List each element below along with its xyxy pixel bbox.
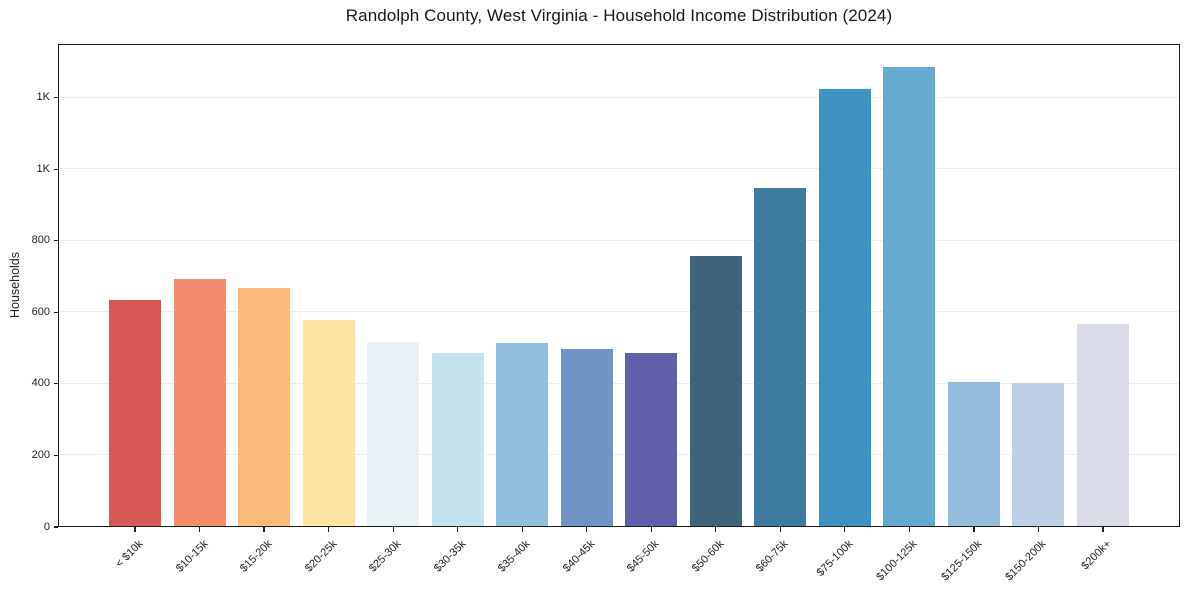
bar — [238, 288, 291, 527]
x-tick-mark — [1037, 527, 1040, 532]
x-tick-label: $45-50k — [625, 538, 662, 575]
bar — [367, 341, 420, 527]
x-tick-label: $200k+ — [1079, 538, 1114, 573]
x-tick-label: $35-40k — [496, 538, 533, 575]
x-tick-mark — [586, 527, 588, 532]
x-tick-mark — [328, 527, 330, 532]
gridline — [58, 96, 1180, 98]
x-tick-mark — [198, 527, 201, 532]
bar — [883, 66, 936, 527]
bar — [625, 353, 678, 527]
plot-area — [58, 44, 1180, 527]
x-tick-label: $15-20k — [237, 538, 275, 575]
x-tick-mark — [521, 527, 523, 532]
gridline — [58, 311, 1180, 313]
x-tick-mark — [134, 527, 136, 532]
x-tick-label: $100-125k — [874, 538, 920, 584]
bar — [560, 348, 613, 527]
y-axis-title: Households — [8, 251, 22, 319]
bar — [947, 381, 1000, 527]
x-tick-mark — [650, 527, 652, 532]
x-tick-mark — [908, 527, 910, 532]
y-tick-label: 800 — [31, 234, 50, 247]
x-tick-label: $125-150k — [939, 538, 985, 584]
bar — [689, 255, 742, 527]
chart-title: Randolph County, West Virginia - Househo… — [345, 6, 893, 25]
y-tick-label: 1K — [36, 162, 50, 175]
x-tick-mark — [779, 527, 781, 532]
bar — [754, 187, 807, 527]
x-tick-mark — [263, 527, 265, 532]
x-tick-mark — [715, 527, 717, 532]
y-tick-label: 0 — [43, 520, 50, 533]
x-tick-label: $150-200k — [1003, 538, 1049, 584]
bar — [431, 353, 484, 527]
x-tick-label: $10-15k — [173, 538, 211, 575]
gridline — [58, 239, 1180, 241]
x-tick-mark — [844, 527, 846, 532]
x-tick-label: $60-75k — [754, 538, 791, 575]
y-tick-label: 1K — [36, 91, 50, 104]
gridline — [58, 382, 1180, 384]
bar — [173, 278, 226, 527]
x-tick-label: $30-35k — [431, 538, 469, 575]
x-tick-label: $75-100k — [814, 538, 856, 579]
x-tick-mark — [392, 527, 394, 532]
x-tick-label: $40-45k — [560, 538, 598, 575]
x-tick-mark — [1102, 527, 1104, 532]
bar — [496, 343, 549, 527]
x-tick-label: $20-25k — [302, 538, 340, 575]
x-tick-label: $50-60k — [689, 538, 727, 575]
bar — [1077, 323, 1129, 527]
y-tick-label: 200 — [31, 448, 50, 461]
gridline — [58, 168, 1180, 170]
bar — [302, 319, 355, 527]
y-tick-label: 400 — [31, 377, 50, 390]
x-tick-label: $25-30k — [367, 538, 404, 575]
gridline — [58, 454, 1180, 456]
bar — [109, 299, 161, 527]
x-tick-label: < $10k — [113, 538, 146, 571]
bar — [818, 88, 871, 527]
bar — [1012, 382, 1065, 527]
x-tick-mark — [457, 527, 459, 532]
x-tick-mark — [973, 527, 975, 532]
